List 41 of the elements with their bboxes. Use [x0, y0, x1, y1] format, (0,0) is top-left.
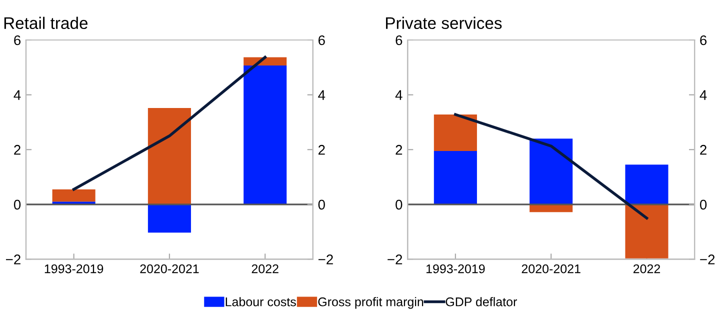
y2-tick-label: 4: [318, 90, 326, 100]
y2-tick-label: 0: [700, 200, 707, 210]
x-tick-label: 1993-2019: [426, 264, 485, 274]
y-tick-label: 4: [395, 90, 402, 100]
bar: [244, 65, 287, 204]
bar: [625, 164, 668, 204]
bar: [434, 114, 477, 151]
legend-label: GDP deflator: [446, 297, 517, 306]
y-tick-label: 0: [14, 200, 21, 210]
y-tick-label: 2: [396, 144, 402, 155]
bar: [530, 138, 573, 204]
chart-title: Private services: [386, 16, 502, 30]
y2-tick-label: −2: [318, 254, 333, 264]
y2-tick-label: 2: [700, 144, 706, 155]
bar: [148, 108, 191, 204]
y-tick-label: 2: [14, 144, 20, 155]
y-tick-label: 0: [396, 200, 402, 210]
bar: [148, 204, 191, 233]
y2-tick-label: 4: [700, 90, 707, 100]
y2-tick-label: −2: [700, 254, 715, 264]
legend-label: Gross profit margin: [318, 297, 424, 309]
y-tick-label: −2: [388, 254, 402, 264]
bar: [434, 150, 477, 204]
x-tick-label: 2022: [252, 264, 278, 274]
y-tick-label: 6: [396, 35, 402, 46]
bar: [530, 204, 573, 212]
legend-label: Labour costs: [226, 297, 296, 306]
x-tick-label: 1993-2019: [44, 264, 104, 274]
chart-title: Retail trade: [4, 16, 88, 30]
y2-tick-label: 0: [318, 200, 325, 210]
y-tick-label: 6: [14, 35, 21, 46]
x-tick-label: 2020-2021: [522, 264, 580, 274]
y2-tick-label: 6: [318, 35, 325, 46]
y-tick-label: 4: [14, 90, 21, 100]
bar: [625, 204, 668, 258]
bar: [52, 189, 96, 202]
x-tick-label: 2020-2021: [140, 264, 199, 274]
y-tick-label: −2: [6, 254, 20, 264]
x-tick-label: 2022: [633, 264, 660, 274]
y2-tick-label: 6: [700, 35, 707, 46]
y2-tick-label: 2: [318, 144, 325, 155]
